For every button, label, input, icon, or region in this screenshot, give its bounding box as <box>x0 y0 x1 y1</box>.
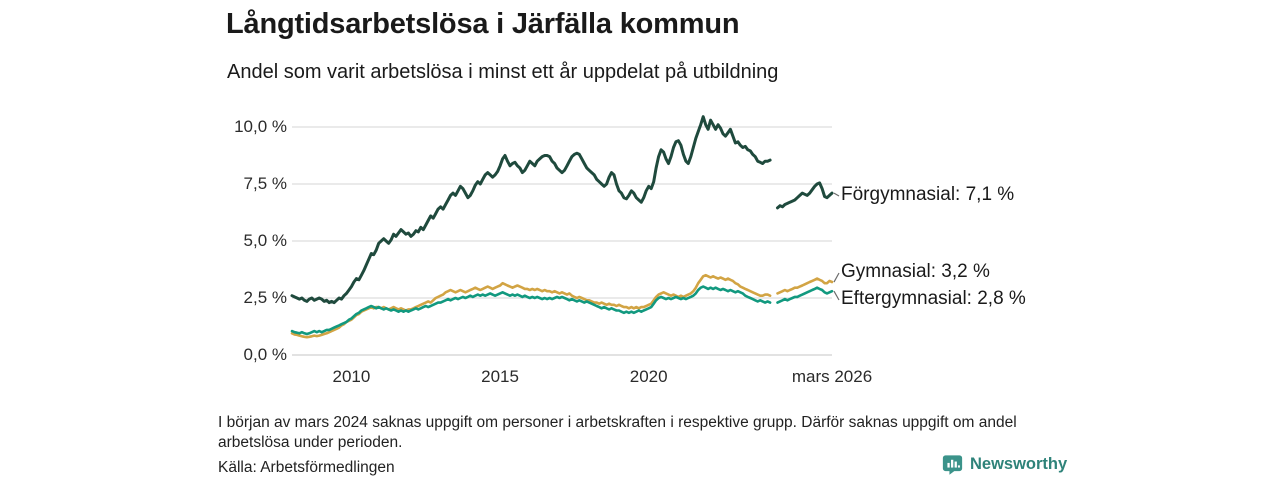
series-label-eftergymnasial: Eftergymnasial: 2,8 % <box>841 288 1026 309</box>
label-leader-line <box>833 192 840 197</box>
series-line-eftergymnasial <box>776 286 834 304</box>
chart-footnote: I början av mars 2024 saknas uppgift om … <box>218 414 1017 451</box>
y-tick-label: 5,0 % <box>243 231 287 250</box>
newsworthy-logo-icon <box>942 455 963 475</box>
chart-subtitle: Andel som varit arbetslösa i minst ett å… <box>227 61 779 83</box>
y-tick-label: 0,0 % <box>243 345 287 364</box>
series-label-forgymnasial: Förgymnasial: 7,1 % <box>841 184 1015 205</box>
y-tick-label: 2,5 % <box>243 288 287 307</box>
x-tick-label: 2010 <box>332 367 371 386</box>
label-leader-line <box>833 290 840 301</box>
newsworthy-branding: Newsworthy <box>942 454 1067 475</box>
label-leader-line <box>833 272 840 283</box>
series-line-eftergymnasial <box>290 285 772 336</box>
newsworthy-wordmark: Newsworthy <box>970 455 1068 473</box>
series-line-gymnasial <box>776 277 834 295</box>
source-attribution: Källa: Arbetsförmedlingen <box>218 459 395 476</box>
series-line-förgymnasial <box>776 181 834 210</box>
series-line-gymnasial <box>290 273 772 339</box>
series-line-förgymnasial <box>290 115 772 305</box>
chart-title: Långtidsarbetslösa i Järfälla kommun <box>226 8 740 40</box>
x-tick-label: mars 2026 <box>791 367 873 386</box>
series-label-gymnasial: Gymnasial: 3,2 % <box>841 261 990 282</box>
x-tick-label: 2020 <box>629 367 668 386</box>
x-tick-label: 2015 <box>481 367 519 386</box>
y-tick-label: 10,0 % <box>234 117 287 136</box>
y-tick-label: 7,5 % <box>243 174 287 193</box>
